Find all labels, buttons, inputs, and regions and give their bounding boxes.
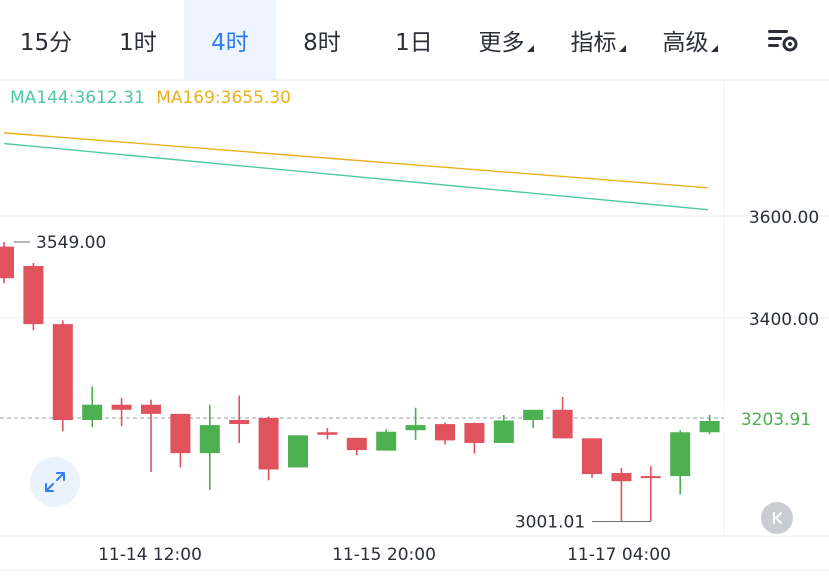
tab-15min[interactable]: 15分 — [0, 0, 92, 80]
ma-legend: MA144:3612.31 MA169:3655.30 — [10, 88, 297, 108]
tab-4hour[interactable]: 4时 — [184, 0, 276, 80]
x-tick-label: 11-15 20:00 — [332, 545, 436, 565]
scroll-to-latest-button[interactable] — [761, 502, 793, 534]
candle-body — [0, 246, 14, 279]
tab-8hour[interactable]: 8时 — [276, 0, 368, 80]
candle-body — [376, 431, 397, 451]
current-price-bg — [724, 405, 829, 432]
tab-15min-label: 15分 — [19, 30, 73, 56]
candle-body — [23, 265, 44, 325]
candle-body — [82, 404, 103, 420]
expand-chart-button[interactable] — [30, 457, 80, 507]
timeframe-toolbar: 15分 1时 4时 8时 1日 更多 指标 高级 — [0, 0, 829, 80]
tab-advanced-label: 高级 — [662, 30, 709, 56]
ma169-value: MA169:3655.30 — [156, 88, 291, 108]
candle-body — [170, 413, 191, 454]
tab-1hour[interactable]: 1时 — [92, 0, 184, 80]
tab-indicators[interactable]: 指标 — [552, 0, 644, 80]
grid-layer — [0, 79, 829, 571]
candle-body — [611, 473, 632, 482]
candle-body — [699, 421, 720, 433]
chart-settings-icon — [767, 30, 797, 52]
candle-layer — [0, 242, 749, 522]
candle-body — [199, 425, 220, 454]
dropdown-triangle-icon — [618, 44, 626, 52]
candle-body — [111, 404, 132, 410]
candle-body — [258, 417, 279, 470]
candle-body — [229, 420, 250, 425]
tab-8hour-label: 8时 — [303, 30, 341, 56]
dropdown-triangle-icon — [710, 44, 718, 52]
high-price-label: 3549.00 — [36, 233, 106, 253]
low-price-label: 3001.01 — [515, 512, 585, 532]
tab-indicators-label: 指标 — [570, 30, 617, 56]
chevron-to-start-icon — [773, 512, 782, 524]
current-price-label: 3203.91 — [741, 410, 811, 430]
ma169-line — [3, 132, 709, 189]
candle-body — [405, 425, 426, 431]
candle-body — [464, 423, 485, 443]
tab-more-label: 更多 — [478, 30, 525, 56]
tab-4hour-label: 4时 — [211, 30, 249, 56]
candle-body — [288, 435, 308, 468]
candle-body — [582, 438, 602, 475]
tab-more[interactable]: 更多 — [460, 0, 552, 80]
x-tick-label: 11-14 12:00 — [98, 545, 202, 565]
candle-body — [141, 404, 161, 414]
label-layer: 3600.00 3400.00 11-14 12:00 11-15 20:00 11-1… — [14, 208, 829, 565]
ma144-value: MA144:3612.31 — [10, 88, 145, 108]
x-tick-label: 11-17 04:00 — [567, 545, 671, 565]
candle-body — [640, 476, 661, 479]
candle-body — [493, 420, 514, 443]
ma144-line — [3, 142, 709, 211]
tab-advanced[interactable]: 高级 — [644, 0, 736, 80]
ma-layer — [3, 132, 709, 211]
expand-arrows-icon — [45, 472, 65, 492]
candle-body — [435, 424, 455, 441]
tab-1day[interactable]: 1日 — [368, 0, 460, 80]
tab-1hour-label: 1时 — [119, 30, 157, 56]
y-tick-label: 3400.00 — [749, 310, 819, 330]
candle-body — [52, 324, 73, 420]
dropdown-triangle-icon — [526, 44, 534, 52]
candle-body — [552, 409, 573, 439]
candle-body — [346, 437, 367, 451]
tab-1day-label: 1日 — [395, 30, 433, 56]
chart-settings-button[interactable] — [736, 0, 829, 80]
candle-body — [317, 432, 338, 435]
y-tick-label: 3600.00 — [749, 208, 819, 228]
candle-body — [523, 409, 544, 420]
candle-body — [670, 432, 691, 477]
